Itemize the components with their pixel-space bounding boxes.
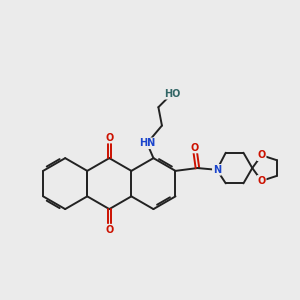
Text: O: O xyxy=(105,133,113,142)
Text: O: O xyxy=(257,150,266,160)
Text: N: N xyxy=(213,165,221,175)
Text: O: O xyxy=(190,142,199,152)
Text: HN: HN xyxy=(139,138,155,148)
Text: HO: HO xyxy=(164,89,180,99)
Text: O: O xyxy=(257,176,266,186)
Text: O: O xyxy=(105,225,113,235)
